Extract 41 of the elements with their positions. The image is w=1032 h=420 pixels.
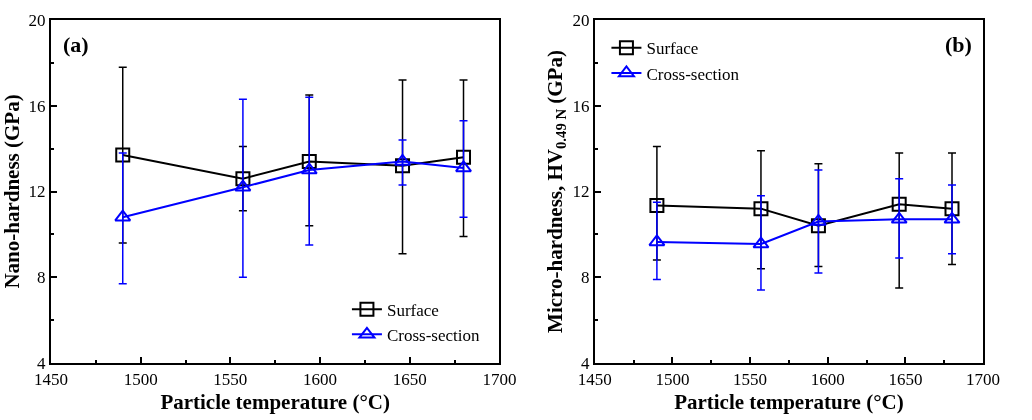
y-tick-label: 12: [572, 182, 590, 202]
point: [456, 149, 472, 165]
x-axis-title: Particle temperature (°C): [674, 390, 904, 415]
y-tick-label: 8: [37, 268, 46, 288]
point: [395, 158, 411, 174]
point: [234, 179, 252, 192]
x-tick-label: 1450: [577, 370, 612, 390]
x-axis-title: Particle temperature (°C): [160, 390, 390, 415]
y-tick-label: 20: [572, 10, 590, 30]
point: [301, 153, 317, 169]
x-tick-label: 1700: [482, 370, 517, 390]
x-tick-label: 1600: [303, 370, 338, 390]
legend-label: Surface: [386, 300, 439, 320]
point: [235, 171, 251, 187]
x-tick-label: 1550: [733, 370, 768, 390]
legend-label: Cross-section: [646, 64, 740, 84]
x-tick-label: 1650: [392, 370, 427, 390]
point: [300, 162, 318, 175]
x-tick-label: 1650: [888, 370, 923, 390]
point: [455, 160, 473, 173]
x-tick-label: 1550: [213, 370, 248, 390]
x-tick-label: 1600: [810, 370, 845, 390]
annotation: (a): [63, 32, 89, 57]
y-tick-label: 4: [37, 353, 47, 373]
legend-label: Cross-section: [386, 325, 480, 345]
x-tick-label: 1500: [655, 370, 690, 390]
x-tick-label: 1500: [123, 370, 158, 390]
y-tick-label: 8: [580, 268, 590, 288]
legend-label: Surface: [646, 39, 699, 59]
y-tick-label: 12: [28, 182, 46, 202]
x-tick-label: 1700: [966, 370, 1001, 390]
point: [114, 209, 132, 222]
y-axis-title: Nano-hardness (GPa): [0, 94, 24, 289]
y-tick-label: 16: [572, 96, 590, 116]
annotation: (b): [945, 32, 972, 57]
point: [115, 147, 131, 163]
x-tick-label: 1450: [34, 370, 68, 390]
point: [394, 153, 412, 166]
y-tick-label: 4: [580, 353, 590, 373]
y-tick-label: 20: [28, 10, 46, 30]
y-tick-label: 16: [28, 96, 46, 116]
